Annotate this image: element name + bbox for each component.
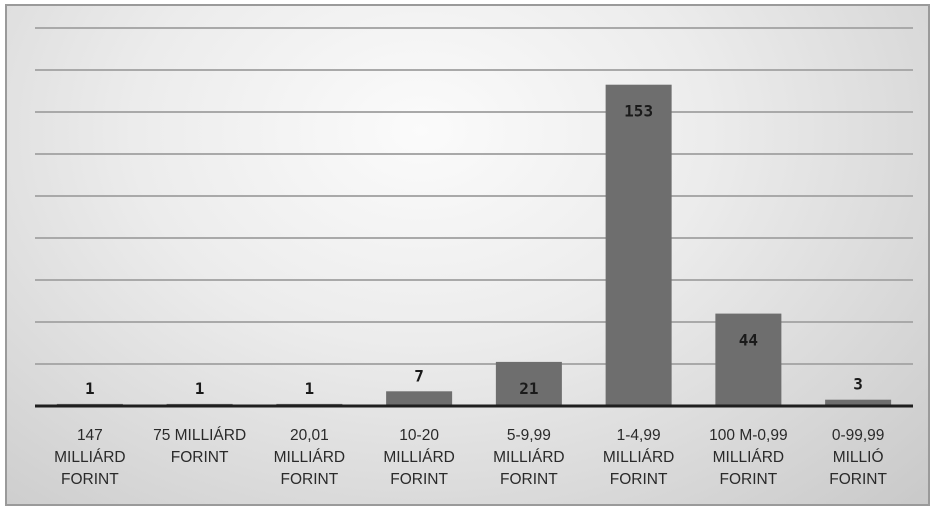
chart-frame: 1 1 1 7 21 153 44 3 147 MILLIÁRD FORINT 75 MILLIÁR… (5, 4, 930, 506)
data-label: 3 (853, 375, 863, 394)
gridlines (35, 27, 913, 365)
bar (605, 84, 672, 406)
bar (386, 391, 453, 406)
data-label: 7 (414, 366, 424, 385)
data-label: 153 (624, 102, 653, 121)
data-label: 44 (739, 331, 758, 350)
data-labels: 1 1 1 7 21 153 44 3 (85, 102, 863, 398)
bar-chart: 1 1 1 7 21 153 44 3 147 MILLIÁRD FORINT 75 MILLIÁR… (35, 27, 913, 488)
data-label: 1 (195, 379, 205, 398)
bar (715, 313, 782, 406)
category-label: 75 MILLIÁRD FORINT (153, 427, 246, 466)
data-label: 1 (85, 379, 95, 398)
category-label: 147 MILLIÁRD FORINT (54, 427, 126, 488)
category-label: 20,01 MILLIÁRD FORINT (274, 427, 346, 488)
bars (56, 84, 892, 406)
category-label: 0-99,99 MILLIÓ FORINT (829, 427, 887, 488)
data-label: 1 (305, 379, 315, 398)
category-label: 5-9,99 MILLIÁRD FORINT (493, 427, 565, 488)
category-label: 10-20 MILLIÁRD FORINT (383, 427, 455, 488)
bar (495, 361, 562, 406)
category-label: 100 M-0,99 MILLIÁRD FORINT (709, 427, 787, 488)
bar (825, 399, 892, 406)
category-labels: 147 MILLIÁRD FORINT 75 MILLIÁRD FORINT 20,01 M… (54, 427, 887, 488)
data-label: 21 (519, 379, 538, 398)
category-label: 1-4,99 MILLIÁRD FORINT (603, 427, 675, 488)
